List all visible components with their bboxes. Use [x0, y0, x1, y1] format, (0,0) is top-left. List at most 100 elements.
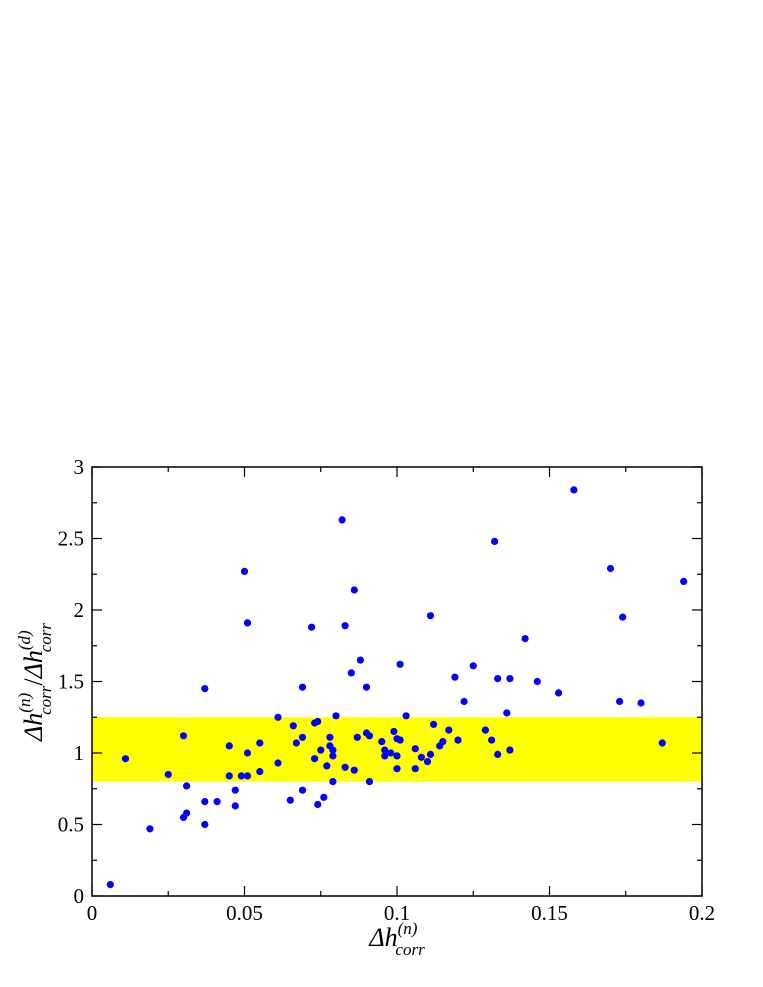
- data-point: [256, 768, 264, 776]
- data-point: [314, 717, 322, 726]
- data-point: [393, 765, 401, 773]
- data-point: [231, 786, 239, 794]
- data-point: [430, 720, 438, 729]
- data-point: [426, 750, 435, 759]
- x-tick-label: 0: [87, 901, 98, 925]
- data-point: [356, 656, 364, 664]
- data-point: [555, 689, 563, 697]
- data-point: [454, 736, 462, 744]
- data-point: [213, 798, 221, 806]
- data-point: [329, 778, 337, 786]
- data-point: [298, 733, 307, 741]
- y-axis-label: Δh(n) corr/Δh(d) corr: [15, 623, 55, 742]
- data-point: [488, 736, 496, 744]
- data-point: [308, 623, 316, 631]
- data-point: [494, 675, 502, 683]
- data-point: [274, 713, 282, 721]
- data-point: [411, 765, 419, 773]
- data-point: [341, 763, 349, 771]
- data-point: [329, 746, 337, 754]
- data-point: [317, 746, 325, 754]
- data-point: [314, 800, 322, 809]
- data-point: [439, 738, 447, 746]
- data-point: [320, 793, 328, 801]
- data-point: [619, 613, 627, 621]
- data-point: [311, 755, 319, 763]
- data-point: [350, 766, 358, 774]
- data-point: [240, 567, 249, 576]
- data-point: [365, 778, 374, 786]
- y-tick-label: 2.5: [58, 527, 84, 551]
- x-axis-label: Δh(n) corr: [368, 919, 425, 959]
- y-tick-label: 1.5: [58, 670, 84, 694]
- data-point: [338, 516, 346, 524]
- data-point: [381, 752, 389, 760]
- data-point: [491, 537, 499, 546]
- data-point: [183, 809, 191, 817]
- data-point: [387, 749, 395, 757]
- data-point: [298, 786, 307, 794]
- data-point: [378, 738, 386, 746]
- data-point: [506, 675, 514, 683]
- data-points: [106, 486, 688, 889]
- data-point: [347, 669, 355, 677]
- x-tick-label: 0.1: [384, 901, 410, 925]
- y-tick-label: 0: [74, 884, 85, 908]
- data-point: [292, 739, 300, 747]
- data-point: [201, 685, 209, 693]
- data-point: [494, 750, 502, 759]
- data-point: [506, 746, 514, 754]
- data-point: [606, 564, 615, 573]
- y-tick-label: 3: [74, 455, 85, 479]
- data-point: [237, 772, 245, 780]
- data-point: [274, 759, 282, 767]
- data-point: [680, 577, 688, 586]
- data-point: [637, 699, 645, 707]
- data-point: [451, 673, 459, 681]
- axis-ticks: [91, 466, 703, 897]
- data-point: [393, 752, 401, 760]
- data-point: [225, 742, 233, 750]
- data-point: [183, 782, 191, 790]
- data-point: [329, 752, 337, 760]
- data-point: [353, 733, 361, 741]
- data-point: [411, 745, 419, 753]
- data-point: [445, 726, 453, 734]
- data-point: [402, 712, 410, 720]
- data-point: [146, 825, 154, 833]
- y-tick-label: 1: [74, 741, 85, 765]
- data-point: [179, 732, 188, 740]
- data-point: [481, 726, 489, 734]
- data-point: [121, 755, 130, 763]
- data-point: [243, 749, 252, 757]
- data-point: [243, 619, 252, 627]
- data-point: [460, 697, 468, 706]
- data-point: [332, 712, 340, 720]
- data-point: [658, 739, 666, 747]
- data-point: [298, 683, 307, 691]
- x-tick-label: 0.2: [689, 901, 715, 925]
- data-point: [396, 736, 404, 744]
- data-point: [521, 635, 529, 643]
- data-point: [201, 798, 209, 806]
- y-tick-label: 2: [74, 598, 85, 622]
- data-point: [390, 727, 398, 736]
- data-point: [286, 796, 294, 804]
- data-point: [503, 709, 511, 717]
- data-point: [365, 732, 374, 740]
- tick-labels: 0 0.05 0.1 0.15 0.2 0 0.5 1 1.5 2 2.5 3: [58, 455, 715, 925]
- data-point: [396, 660, 404, 668]
- data-point: [417, 753, 425, 761]
- data-point: [570, 486, 578, 494]
- x-tick-label: 0.05: [226, 901, 263, 925]
- data-point: [381, 746, 389, 754]
- data-point: [289, 722, 297, 730]
- data-point: [231, 802, 239, 810]
- data-point: [350, 586, 358, 594]
- data-point: [164, 770, 172, 779]
- data-point: [326, 733, 334, 741]
- data-point: [469, 662, 477, 670]
- data-point: [426, 612, 435, 620]
- data-point: [533, 677, 541, 686]
